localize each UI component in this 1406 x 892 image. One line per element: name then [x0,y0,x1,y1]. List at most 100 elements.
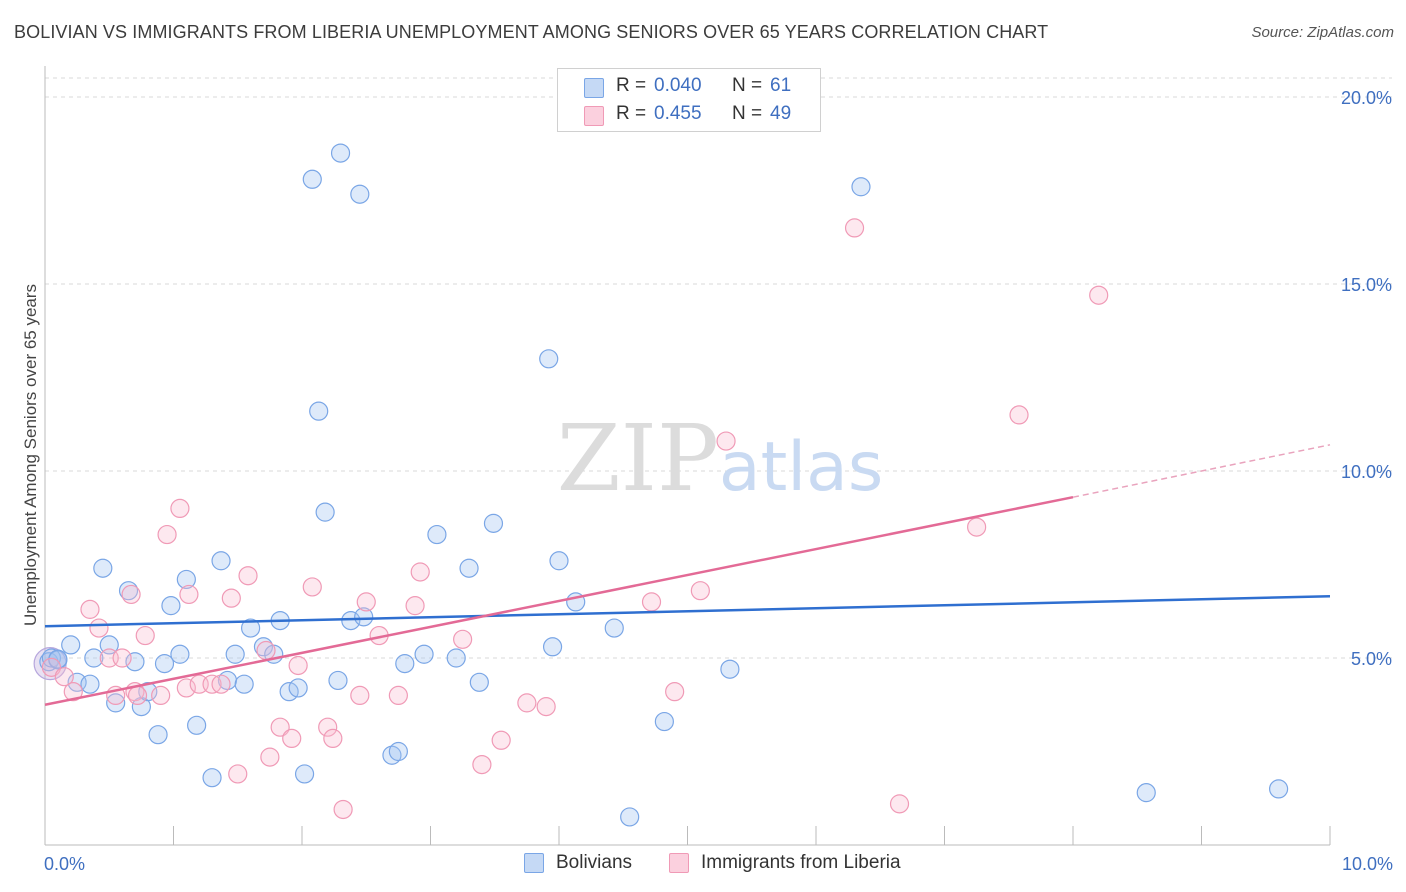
point-bolivians [549,551,569,571]
point-bolivians [328,670,348,691]
point-liberia [1009,405,1029,425]
watermark-zip: ZIP [557,405,719,512]
point-bolivians [154,654,175,674]
point-bolivians [211,551,231,571]
point-bolivians [388,741,408,762]
point-liberia [270,717,290,737]
legend-swatch-liberia [584,106,604,126]
point-bolivians [225,644,245,664]
point-bolivians [1136,783,1156,803]
point-bolivians [80,674,100,694]
axes: 0.0% 10.0% [44,66,1393,874]
point-bolivians [446,648,466,668]
point-bolivians [294,764,315,784]
point-bolivians [542,637,563,657]
point-bolivians [1268,779,1289,799]
point-bolivians [315,502,335,522]
legend-r-value-bolivians: 0.040 [654,75,702,96]
point-liberia [844,218,865,238]
point-liberia [491,730,511,750]
legend-n-label: N = [732,103,763,124]
legend-swatch-bolivians [584,78,604,98]
point-bolivians [148,725,168,745]
bottom-legend-swatch-bolivians [524,853,544,873]
data-points [33,143,1289,827]
point-liberia [54,667,74,687]
point-bolivians [330,143,351,163]
point-liberia [1089,285,1109,305]
point-bolivians [483,513,504,533]
grid: 5.0% 10.0% 15.0% 20.0% [45,77,1392,669]
legend-n-value-liberia: 49 [770,103,792,124]
point-bolivians [187,715,207,735]
point-liberia [151,685,171,706]
trend-lines [44,444,1331,706]
point-liberia [288,655,308,676]
point-bolivians [125,652,145,672]
point-liberia [80,599,100,619]
point-liberia [690,581,710,601]
legend-row-liberia: R = 0.455 N = 49 [558,101,818,129]
point-liberia [410,562,430,582]
point-liberia [472,754,492,775]
point-liberia [388,685,408,706]
point-bolivians [241,618,261,638]
point-liberia [221,588,241,608]
trend-line-liberia [44,495,1074,706]
point-bolivians [234,674,254,694]
point-bolivians [341,610,361,631]
point-liberia [282,728,302,749]
point-liberia [350,685,370,706]
x-tick-label: 0.0% [44,854,85,874]
point-bolivians [851,177,871,197]
point-bolivians [309,401,329,421]
chart-title: BOLIVIAN VS IMMIGRANTS FROM LIBERIA UNEM… [14,22,1049,42]
watermark: ZIPatlas [557,405,884,512]
legend-r-label: R = [616,75,647,96]
bottom-legend-label-bolivians: Bolivians [556,852,633,873]
point-bolivians [288,678,308,698]
point-liberia [517,693,537,713]
trend-line-liberia-extension [1072,444,1331,498]
point-bolivians [99,635,119,655]
point-bolivians [106,693,126,713]
point-liberia [228,764,248,784]
point-bolivians [459,558,479,578]
point-liberia [41,657,62,677]
point-liberia [302,577,322,597]
point-liberia [135,625,155,646]
legend-row-bolivians: R = 0.040 N = 61 [558,73,818,101]
point-bolivians [414,644,434,664]
point-bolivians [93,558,113,578]
point-bolivians [202,768,222,788]
y-tick-label: 5.0% [1351,649,1392,669]
y-tick-label: 15.0% [1341,275,1392,295]
point-liberia [333,799,353,820]
point-bolivians [61,635,81,655]
watermark-atlas: atlas [719,428,883,507]
legend-r-value-liberia: 0.455 [654,103,702,124]
point-liberia [63,682,83,702]
point-liberia [665,682,685,702]
point-liberia [89,618,109,638]
point-bolivians [620,807,640,827]
point-bolivians [539,349,559,369]
point-liberia [536,697,556,717]
correlation-legend: R = 0.040 N = 61 R = 0.455 N = 49 [557,68,821,132]
point-liberia [889,794,910,814]
bottom-legend-label-liberia: Immigrants from Liberia [701,852,901,873]
point-bolivians [395,654,415,674]
y-tick-label: 10.0% [1341,462,1392,482]
trend-line-bolivians [44,595,1331,628]
point-liberia [967,517,987,537]
point-liberia [112,648,132,668]
point-liberia [323,728,343,749]
point-bolivians [720,659,740,679]
legend-n-label: N = [732,75,763,96]
point-liberia [176,678,196,698]
point-bolivians [604,618,624,638]
point-liberia [256,640,276,661]
point-liberia [121,584,141,605]
legend-n-value-bolivians: 61 [770,75,792,96]
